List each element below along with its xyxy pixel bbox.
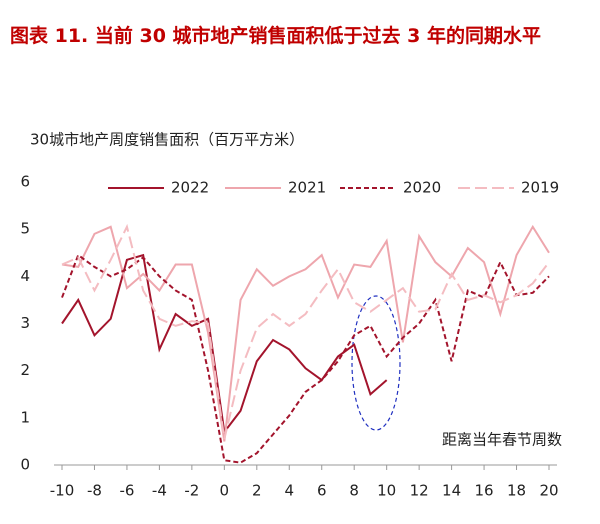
x-tick-label: 20 xyxy=(539,482,558,500)
chart-subtitle: 30城市地产周度销售面积（百万平方米） xyxy=(30,131,304,149)
x-tick-label: -6 xyxy=(119,482,134,500)
y-tick-label: 3 xyxy=(20,314,30,332)
x-tick-label: 0 xyxy=(220,482,230,500)
x-tick-label: 18 xyxy=(507,482,526,500)
series-line xyxy=(61,253,388,435)
x-tick-label: 6 xyxy=(317,482,327,500)
series-line xyxy=(61,223,550,440)
x-tick-label: 12 xyxy=(410,482,429,500)
x-tick-label: -8 xyxy=(87,482,102,500)
title-box: 图表 11. 当前 30 城市地产销售面积低于过去 3 年的同期水平 xyxy=(10,25,542,47)
x-tick-label: -2 xyxy=(184,482,199,500)
x-tick-label: 14 xyxy=(442,482,461,500)
x-tick-label: 16 xyxy=(475,482,494,500)
y-tick-label: 6 xyxy=(20,173,30,191)
x-axis-label: 距离当年春节周数 xyxy=(442,431,562,449)
legend-label: 2019 xyxy=(521,179,559,197)
series-line xyxy=(61,253,550,464)
chart-title: 图表 11. 当前 30 城市地产销售面积低于过去 3 年的同期水平 xyxy=(10,25,542,47)
x-tick-label: 4 xyxy=(284,482,294,500)
x-tick-label: 2 xyxy=(252,482,262,500)
x-tick-label: -4 xyxy=(152,482,167,500)
y-tick-label: 5 xyxy=(20,220,30,238)
legend-label: 2020 xyxy=(403,179,441,197)
series-line xyxy=(61,224,550,442)
y-tick-label: 0 xyxy=(20,456,30,474)
y-tick-label: 2 xyxy=(20,361,30,379)
y-tick-label: 1 xyxy=(20,408,30,426)
legend-label: 2022 xyxy=(171,179,209,197)
highlight-ellipse xyxy=(351,295,401,431)
legend-label: 2021 xyxy=(288,179,326,197)
x-tick-label: -10 xyxy=(50,482,75,500)
x-tick-label: 8 xyxy=(349,482,359,500)
x-tick-label: 10 xyxy=(377,482,396,500)
y-tick-label: 4 xyxy=(20,267,30,285)
